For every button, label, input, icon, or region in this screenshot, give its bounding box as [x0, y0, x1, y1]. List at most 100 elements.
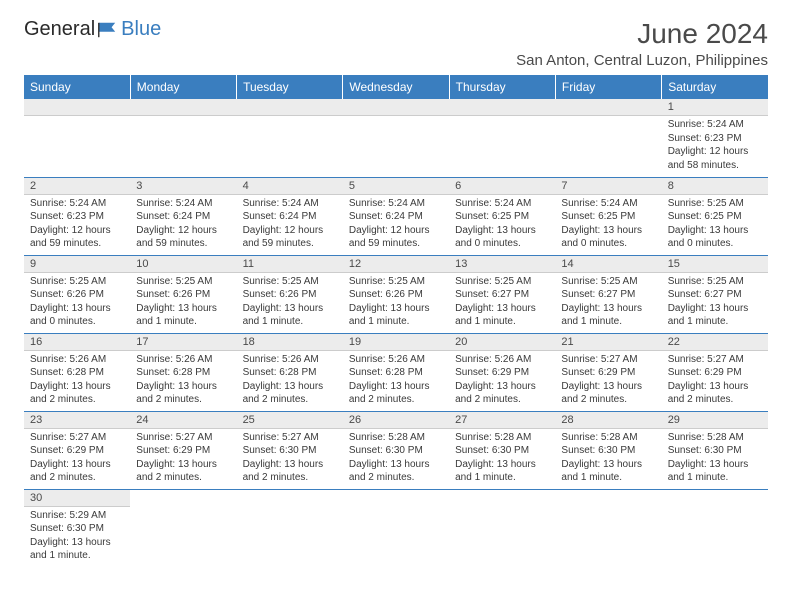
day-details: Sunrise: 5:28 AMSunset: 6:30 PMDaylight:… [662, 429, 768, 489]
day-number: 19 [343, 334, 449, 351]
calendar-day-cell: 25Sunrise: 5:27 AMSunset: 6:30 PMDayligh… [237, 411, 343, 489]
sunset-text: Sunset: 6:29 PM [668, 366, 762, 380]
day-details: Sunrise: 5:25 AMSunset: 6:27 PMDaylight:… [662, 273, 768, 333]
sunrise-text: Sunrise: 5:28 AM [668, 431, 762, 445]
weekday-header: Tuesday [237, 75, 343, 99]
flag-icon [97, 21, 119, 39]
sunset-text: Sunset: 6:23 PM [668, 132, 762, 146]
calendar-day-cell: 18Sunrise: 5:26 AMSunset: 6:28 PMDayligh… [237, 333, 343, 411]
daylight-text: Daylight: 13 hours and 1 minute. [455, 302, 549, 329]
sunset-text: Sunset: 6:30 PM [243, 444, 337, 458]
day-details: Sunrise: 5:28 AMSunset: 6:30 PMDaylight:… [449, 429, 555, 489]
weekday-header: Sunday [24, 75, 130, 99]
day-details: Sunrise: 5:26 AMSunset: 6:29 PMDaylight:… [449, 351, 555, 411]
day-number: 6 [449, 178, 555, 195]
day-number: 23 [24, 412, 130, 429]
sunrise-text: Sunrise: 5:25 AM [243, 275, 337, 289]
calendar-day-cell [555, 99, 661, 177]
sunset-text: Sunset: 6:25 PM [561, 210, 655, 224]
calendar-table: Sunday Monday Tuesday Wednesday Thursday… [24, 75, 768, 567]
day-number: 10 [130, 256, 236, 273]
calendar-day-cell: 19Sunrise: 5:26 AMSunset: 6:28 PMDayligh… [343, 333, 449, 411]
day-details: Sunrise: 5:27 AMSunset: 6:29 PMDaylight:… [24, 429, 130, 489]
day-details: Sunrise: 5:25 AMSunset: 6:26 PMDaylight:… [130, 273, 236, 333]
weekday-header: Thursday [449, 75, 555, 99]
day-number: 5 [343, 178, 449, 195]
calendar-day-cell: 26Sunrise: 5:28 AMSunset: 6:30 PMDayligh… [343, 411, 449, 489]
day-number: 7 [555, 178, 661, 195]
calendar-day-cell: 5Sunrise: 5:24 AMSunset: 6:24 PMDaylight… [343, 177, 449, 255]
sunset-text: Sunset: 6:29 PM [561, 366, 655, 380]
daylight-text: Daylight: 13 hours and 1 minute. [455, 458, 549, 485]
sunrise-text: Sunrise: 5:26 AM [455, 353, 549, 367]
calendar-week-row: 23Sunrise: 5:27 AMSunset: 6:29 PMDayligh… [24, 411, 768, 489]
day-details: Sunrise: 5:25 AMSunset: 6:26 PMDaylight:… [237, 273, 343, 333]
sunset-text: Sunset: 6:23 PM [30, 210, 124, 224]
sunrise-text: Sunrise: 5:25 AM [668, 275, 762, 289]
sunset-text: Sunset: 6:26 PM [243, 288, 337, 302]
calendar-day-cell [449, 489, 555, 567]
sunrise-text: Sunrise: 5:27 AM [136, 431, 230, 445]
daylight-text: Daylight: 12 hours and 59 minutes. [136, 224, 230, 251]
sunset-text: Sunset: 6:30 PM [349, 444, 443, 458]
sunset-text: Sunset: 6:28 PM [30, 366, 124, 380]
day-details: Sunrise: 5:24 AMSunset: 6:24 PMDaylight:… [130, 195, 236, 255]
calendar-day-cell: 21Sunrise: 5:27 AMSunset: 6:29 PMDayligh… [555, 333, 661, 411]
sunset-text: Sunset: 6:29 PM [455, 366, 549, 380]
sunrise-text: Sunrise: 5:26 AM [349, 353, 443, 367]
day-number: 12 [343, 256, 449, 273]
location-text: San Anton, Central Luzon, Philippines [516, 52, 768, 69]
sunset-text: Sunset: 6:24 PM [136, 210, 230, 224]
weekday-header-row: Sunday Monday Tuesday Wednesday Thursday… [24, 75, 768, 99]
calendar-day-cell [24, 99, 130, 177]
brand-part2: Blue [121, 18, 161, 41]
calendar-day-cell: 6Sunrise: 5:24 AMSunset: 6:25 PMDaylight… [449, 177, 555, 255]
day-details: Sunrise: 5:24 AMSunset: 6:23 PMDaylight:… [662, 116, 768, 176]
calendar-day-cell: 3Sunrise: 5:24 AMSunset: 6:24 PMDaylight… [130, 177, 236, 255]
calendar-week-row: 30Sunrise: 5:29 AMSunset: 6:30 PMDayligh… [24, 489, 768, 567]
calendar-day-cell: 8Sunrise: 5:25 AMSunset: 6:25 PMDaylight… [662, 177, 768, 255]
weekday-header: Saturday [662, 75, 768, 99]
daylight-text: Daylight: 13 hours and 2 minutes. [349, 458, 443, 485]
sunrise-text: Sunrise: 5:27 AM [668, 353, 762, 367]
calendar-day-cell: 15Sunrise: 5:25 AMSunset: 6:27 PMDayligh… [662, 255, 768, 333]
sunrise-text: Sunrise: 5:25 AM [668, 197, 762, 211]
day-details: Sunrise: 5:25 AMSunset: 6:27 PMDaylight:… [449, 273, 555, 333]
daylight-text: Daylight: 13 hours and 2 minutes. [243, 380, 337, 407]
sunrise-text: Sunrise: 5:24 AM [668, 118, 762, 132]
calendar-week-row: 16Sunrise: 5:26 AMSunset: 6:28 PMDayligh… [24, 333, 768, 411]
day-number: 21 [555, 334, 661, 351]
daylight-text: Daylight: 13 hours and 1 minute. [668, 302, 762, 329]
sunrise-text: Sunrise: 5:28 AM [561, 431, 655, 445]
day-details: Sunrise: 5:24 AMSunset: 6:23 PMDaylight:… [24, 195, 130, 255]
day-number: 18 [237, 334, 343, 351]
calendar-day-cell: 16Sunrise: 5:26 AMSunset: 6:28 PMDayligh… [24, 333, 130, 411]
calendar-day-cell: 13Sunrise: 5:25 AMSunset: 6:27 PMDayligh… [449, 255, 555, 333]
calendar-day-cell [555, 489, 661, 567]
daylight-text: Daylight: 12 hours and 59 minutes. [30, 224, 124, 251]
sunset-text: Sunset: 6:30 PM [30, 522, 124, 536]
sunrise-text: Sunrise: 5:24 AM [455, 197, 549, 211]
day-details: Sunrise: 5:28 AMSunset: 6:30 PMDaylight:… [343, 429, 449, 489]
sunrise-text: Sunrise: 5:24 AM [30, 197, 124, 211]
day-number: 3 [130, 178, 236, 195]
sunset-text: Sunset: 6:30 PM [455, 444, 549, 458]
daylight-text: Daylight: 13 hours and 2 minutes. [455, 380, 549, 407]
calendar-day-cell: 17Sunrise: 5:26 AMSunset: 6:28 PMDayligh… [130, 333, 236, 411]
calendar-day-cell: 22Sunrise: 5:27 AMSunset: 6:29 PMDayligh… [662, 333, 768, 411]
sunrise-text: Sunrise: 5:25 AM [561, 275, 655, 289]
sunset-text: Sunset: 6:27 PM [455, 288, 549, 302]
day-number-empty [24, 99, 130, 116]
calendar-day-cell [449, 99, 555, 177]
sunset-text: Sunset: 6:30 PM [561, 444, 655, 458]
calendar-day-cell: 4Sunrise: 5:24 AMSunset: 6:24 PMDaylight… [237, 177, 343, 255]
day-details: Sunrise: 5:28 AMSunset: 6:30 PMDaylight:… [555, 429, 661, 489]
sunrise-text: Sunrise: 5:24 AM [349, 197, 443, 211]
calendar-day-cell: 24Sunrise: 5:27 AMSunset: 6:29 PMDayligh… [130, 411, 236, 489]
daylight-text: Daylight: 13 hours and 1 minute. [349, 302, 443, 329]
calendar-day-cell [662, 489, 768, 567]
weekday-header: Wednesday [343, 75, 449, 99]
day-number: 1 [662, 99, 768, 116]
weekday-header: Monday [130, 75, 236, 99]
sunset-text: Sunset: 6:26 PM [136, 288, 230, 302]
